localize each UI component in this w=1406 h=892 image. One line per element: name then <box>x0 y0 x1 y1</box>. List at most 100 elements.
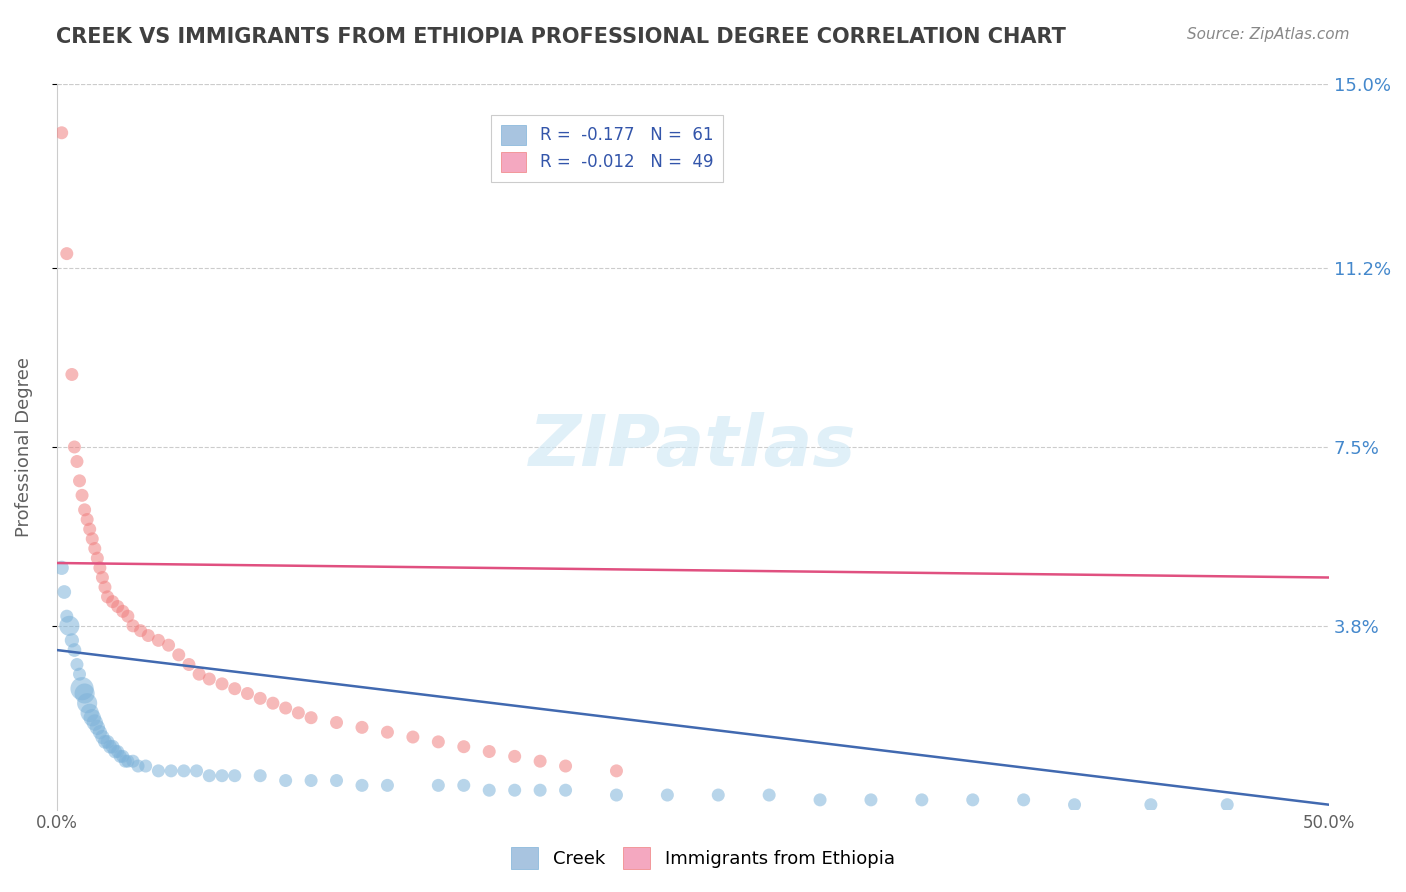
Point <box>94 735 117 749</box>
Point <box>859 793 882 807</box>
Point <box>83 715 105 730</box>
Point <box>262 696 284 710</box>
Point <box>94 580 117 594</box>
Point <box>122 754 145 768</box>
Point <box>605 788 627 802</box>
Point <box>236 686 259 700</box>
Point <box>377 725 399 739</box>
Point <box>60 368 83 382</box>
Point <box>135 759 157 773</box>
Point <box>249 769 271 783</box>
Point <box>274 701 297 715</box>
Point <box>111 749 134 764</box>
Point <box>299 773 322 788</box>
Point <box>478 783 501 797</box>
Point <box>73 686 96 700</box>
Point <box>117 754 139 768</box>
Point <box>186 764 208 778</box>
Point <box>148 633 170 648</box>
Point <box>89 561 111 575</box>
Point <box>350 778 373 792</box>
Point <box>98 739 121 754</box>
Point <box>73 503 96 517</box>
Point <box>198 769 221 783</box>
Point <box>157 638 180 652</box>
Text: CREEK VS IMMIGRANTS FROM ETHIOPIA PROFESSIONAL DEGREE CORRELATION CHART: CREEK VS IMMIGRANTS FROM ETHIOPIA PROFES… <box>56 27 1066 46</box>
Point <box>83 541 105 556</box>
Point <box>63 643 86 657</box>
Point <box>173 764 195 778</box>
Point <box>76 696 98 710</box>
Point <box>211 769 233 783</box>
Point <box>82 711 104 725</box>
Point <box>427 778 450 792</box>
Point <box>911 793 934 807</box>
Point <box>453 739 475 754</box>
Text: Source: ZipAtlas.com: Source: ZipAtlas.com <box>1187 27 1350 42</box>
Point <box>224 681 246 696</box>
Point <box>529 754 551 768</box>
Y-axis label: Professional Degree: Professional Degree <box>15 357 32 537</box>
Point <box>79 522 101 536</box>
Point <box>160 764 183 778</box>
Point <box>127 759 149 773</box>
Point <box>86 551 108 566</box>
Point <box>554 759 576 773</box>
Point <box>69 667 91 681</box>
Point <box>117 609 139 624</box>
Point <box>79 706 101 720</box>
Point <box>82 532 104 546</box>
Point <box>962 793 984 807</box>
Point <box>110 749 132 764</box>
Point <box>1063 797 1085 812</box>
Point <box>104 745 127 759</box>
Point <box>101 739 124 754</box>
Point <box>114 754 136 768</box>
Point <box>211 677 233 691</box>
Point <box>478 745 501 759</box>
Point <box>287 706 309 720</box>
Point <box>96 735 118 749</box>
Point <box>91 570 114 584</box>
Point <box>107 599 129 614</box>
Point <box>122 619 145 633</box>
Point <box>70 681 93 696</box>
Point <box>107 745 129 759</box>
Point <box>91 730 114 744</box>
Legend: Creek, Immigrants from Ethiopia: Creek, Immigrants from Ethiopia <box>502 838 904 879</box>
Point <box>76 512 98 526</box>
Point <box>198 672 221 686</box>
Point <box>554 783 576 797</box>
Point <box>503 783 526 797</box>
Point <box>51 126 73 140</box>
Point <box>63 440 86 454</box>
Point <box>1216 797 1239 812</box>
Point <box>56 246 79 260</box>
Point <box>453 778 475 792</box>
Text: ZIPatlas: ZIPatlas <box>529 412 856 482</box>
Point <box>167 648 190 662</box>
Point <box>325 715 347 730</box>
Point <box>51 561 73 575</box>
Point <box>377 778 399 792</box>
Point <box>758 788 780 802</box>
Point <box>60 633 83 648</box>
Point <box>66 657 89 672</box>
Point <box>503 749 526 764</box>
Point <box>1012 793 1035 807</box>
Point <box>350 720 373 734</box>
Point <box>808 793 831 807</box>
Point <box>299 711 322 725</box>
Point <box>53 585 76 599</box>
Point <box>111 604 134 618</box>
Point <box>66 454 89 468</box>
Point <box>136 628 159 642</box>
Point <box>129 624 152 638</box>
Legend: R =  -0.177   N =  61, R =  -0.012   N =  49: R = -0.177 N = 61, R = -0.012 N = 49 <box>491 114 723 182</box>
Point <box>177 657 200 672</box>
Point <box>96 590 118 604</box>
Point <box>274 773 297 788</box>
Point <box>58 619 80 633</box>
Point <box>56 609 79 624</box>
Point <box>402 730 425 744</box>
